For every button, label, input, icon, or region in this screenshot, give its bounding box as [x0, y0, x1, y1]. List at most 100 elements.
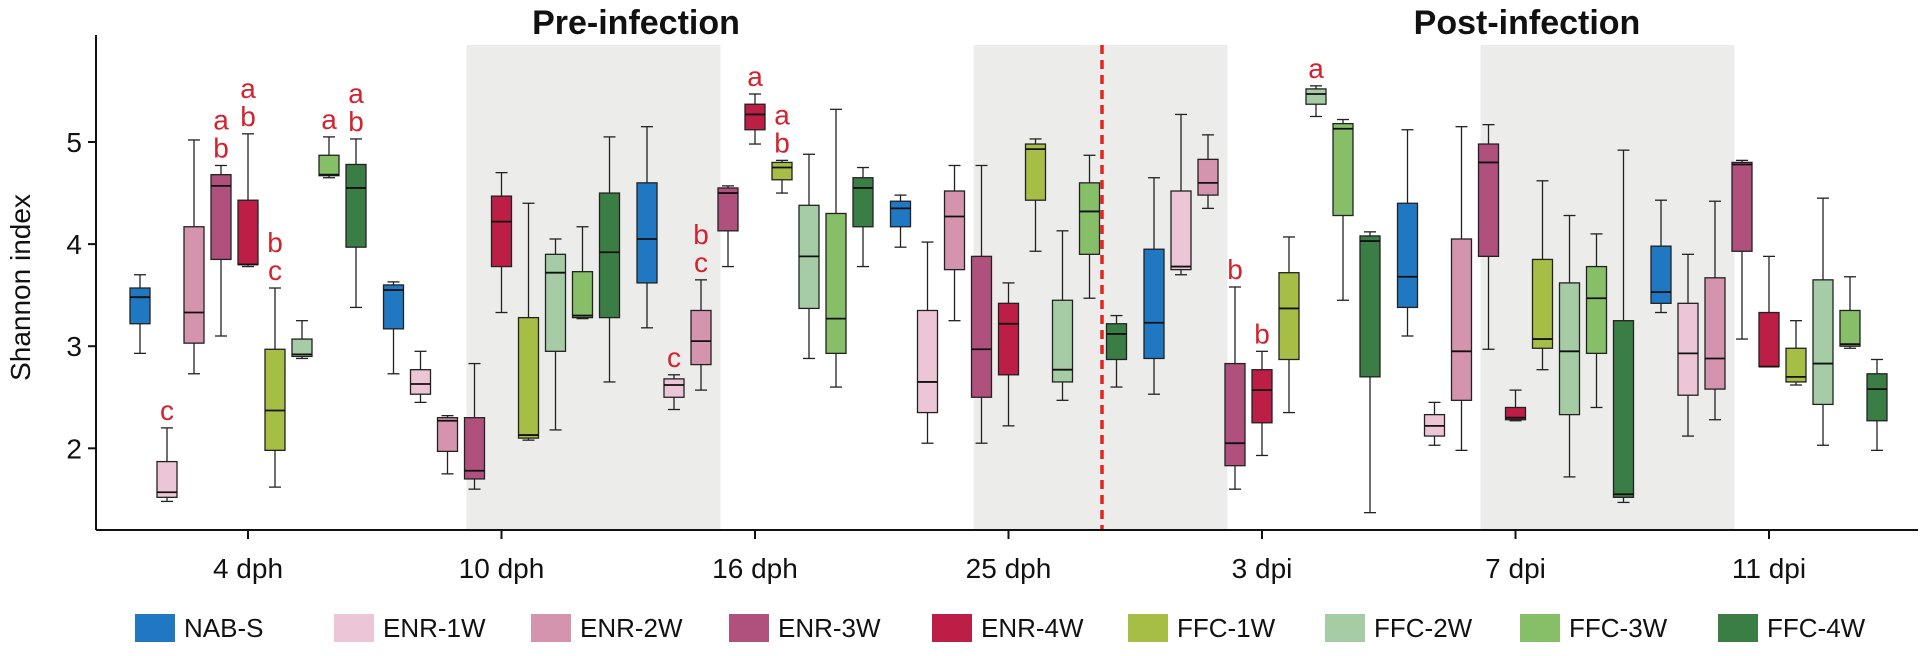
box-iqr	[1170, 190, 1192, 271]
x-tick-label-11-dpi: 11 dpi	[1732, 553, 1806, 584]
box-16-dph-enr-3w	[717, 185, 739, 268]
box-iqr	[382, 284, 405, 330]
legend-label: ENR-3W	[778, 612, 881, 643]
box-10-dph-enr-3w	[463, 362, 486, 490]
box-iqr	[663, 378, 685, 398]
box-iqr	[156, 460, 178, 498]
box-25-dph-enr-4w	[997, 282, 1020, 427]
box-7-dpi-ffc-1w	[1531, 180, 1554, 371]
box-7-dpi-enr-3w	[1477, 123, 1500, 350]
box-3-dpi-enr-1w	[1170, 113, 1192, 276]
significance-letter: b	[774, 127, 790, 158]
box-iqr	[598, 192, 621, 319]
legend-swatch	[729, 614, 769, 642]
y-tick-label: 4	[66, 229, 82, 260]
box-4-dph-enr-4w: ab	[237, 73, 259, 268]
box-10-dph-enr-2w	[436, 414, 459, 475]
significance-letter: a	[1308, 53, 1324, 84]
legend-swatch	[932, 614, 972, 642]
significance-letter: b	[693, 219, 709, 250]
box-iqr	[916, 309, 939, 414]
box-iqr	[264, 348, 286, 452]
box-25-dph-enr-1w	[916, 241, 939, 444]
box-4-dph-enr-3w: ab	[210, 104, 232, 337]
box-11-dpi-ffc-1w	[1785, 320, 1807, 386]
legend-item-enr-2w: ENR-2W	[531, 612, 683, 644]
significance-letter: b	[1254, 318, 1270, 349]
y-tick-label: 2	[66, 433, 82, 464]
significance-letter: b	[267, 227, 283, 258]
x-tick-label-7-dpi: 7 dpi	[1485, 553, 1546, 584]
box-iqr	[1677, 302, 1699, 396]
box-iqr	[1305, 88, 1327, 105]
box-25-dph-ffc-1w	[1024, 138, 1047, 252]
box-iqr	[1024, 143, 1047, 201]
box-iqr	[318, 154, 340, 177]
box-4-dph-enr-2w	[183, 139, 205, 375]
legend-label: ENR-4W	[981, 612, 1084, 643]
box-iqr	[517, 316, 540, 439]
legend-item-ffc-2w: FFC-2W	[1325, 612, 1472, 644]
box-16-dph-ffc-2w	[798, 153, 820, 360]
box-16-dph-ffc-4w	[852, 166, 874, 268]
box-25-dph-enr-2w	[943, 164, 966, 322]
box-10-dph-ffc-3w	[571, 226, 594, 320]
box-7-dpi-enr-1w	[1423, 401, 1446, 446]
box-iqr	[636, 182, 658, 284]
legend-swatch	[1718, 614, 1758, 642]
box-iqr	[943, 190, 966, 271]
significance-letter: b	[213, 132, 229, 163]
box-iqr	[1812, 279, 1834, 406]
box-10-dph-ffc-4w	[598, 136, 621, 383]
box-11-dpi-enr-1w	[1677, 253, 1699, 437]
significance-letter: a	[774, 99, 790, 130]
box-iqr	[889, 200, 912, 228]
box-iqr	[1078, 182, 1101, 255]
box-25-dph-ffc-4w	[1105, 314, 1128, 388]
box-3-dpi-enr-4w: b	[1251, 318, 1273, 457]
box-3-dpi-ffc-4w	[1359, 231, 1381, 514]
x-tick-label-10-dph: 10 dph	[459, 553, 545, 584]
box-10-dph-nab-s	[382, 281, 405, 375]
box-iqr	[544, 253, 567, 352]
box-16-dph-nab-s	[636, 126, 658, 329]
box-16-dph-enr-1w: c	[663, 342, 685, 411]
box-iqr	[1359, 235, 1381, 378]
x-tick-label-25-dph: 25 dph	[966, 553, 1052, 584]
box-10-dph-ffc-2w	[544, 238, 567, 431]
box-11-dpi-enr-3w	[1731, 159, 1753, 340]
box-iqr	[825, 212, 847, 355]
box-iqr	[1450, 238, 1473, 401]
legend-swatch	[1128, 614, 1168, 642]
box-iqr	[997, 302, 1020, 376]
box-iqr	[1251, 369, 1273, 424]
legend-item-nab-s: NAB-S	[135, 612, 263, 644]
legend-item-ffc-3w: FFC-3W	[1520, 612, 1667, 644]
legend-label: FFC-1W	[1177, 612, 1276, 643]
y-tick-label: 5	[66, 127, 82, 158]
box-iqr	[1477, 143, 1500, 258]
box-11-dpi-nab-s	[1650, 199, 1672, 314]
box-7-dpi-ffc-2w	[1558, 214, 1581, 478]
legend-swatch	[1325, 614, 1365, 642]
significance-letter: a	[747, 61, 763, 92]
box-iqr	[1731, 161, 1753, 252]
box-16-dph-ffc-3w	[825, 108, 847, 388]
box-11-dpi-enr-4w	[1758, 255, 1780, 368]
box-16-dph-enr-2w: bc	[690, 219, 712, 391]
legend-item-ffc-1w: FFC-1W	[1128, 612, 1275, 644]
box-iqr	[237, 199, 259, 266]
box-7-dpi-enr-4w	[1504, 389, 1527, 422]
y-tick-label: 3	[66, 331, 82, 362]
box-4-dph-ffc-3w: a	[318, 104, 340, 179]
box-iqr	[436, 417, 459, 453]
box-iqr	[744, 103, 766, 131]
box-iqr	[409, 369, 432, 395]
box-11-dpi-ffc-4w	[1866, 358, 1888, 452]
significance-letter: a	[240, 73, 256, 104]
x-tick-label-16-dph: 16 dph	[712, 553, 798, 584]
box-10-dph-enr-1w	[409, 350, 432, 404]
shaded-band-7-dpi	[1480, 45, 1735, 530]
box-iqr	[1051, 299, 1074, 383]
